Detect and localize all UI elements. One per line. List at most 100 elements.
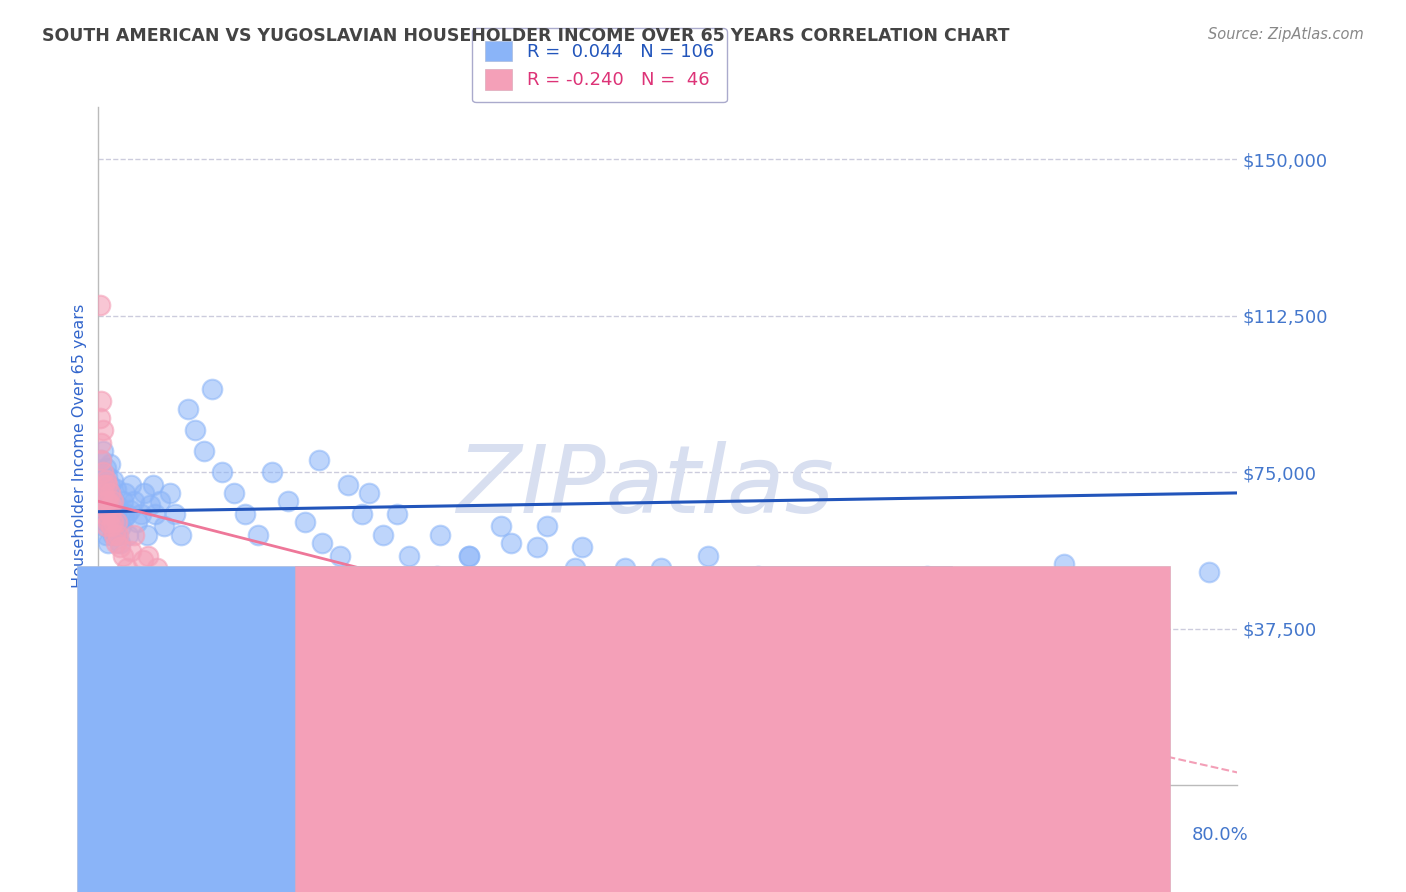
Point <box>146 561 169 575</box>
Point <box>110 519 132 533</box>
Point <box>91 423 114 437</box>
Point <box>90 394 112 409</box>
Point <box>696 549 718 563</box>
Point <box>336 477 359 491</box>
Point <box>429 527 451 541</box>
Point <box>108 507 131 521</box>
Point <box>91 465 114 479</box>
Point <box>120 477 142 491</box>
Point <box>90 452 112 467</box>
Point <box>145 507 167 521</box>
Point <box>100 486 122 500</box>
Point <box>90 435 112 450</box>
Text: Yugoslavians: Yugoslavians <box>755 837 862 855</box>
Point <box>115 561 138 575</box>
Point <box>1198 565 1220 579</box>
Point <box>129 507 152 521</box>
Point <box>184 423 207 437</box>
Point <box>132 486 155 500</box>
Text: Source: ZipAtlas.com: Source: ZipAtlas.com <box>1208 27 1364 42</box>
Point <box>747 569 769 583</box>
Point <box>170 527 193 541</box>
Point <box>89 507 111 521</box>
Point <box>571 540 593 554</box>
Point <box>246 527 269 541</box>
Point <box>329 549 352 563</box>
Point <box>94 474 117 488</box>
Point <box>101 502 124 516</box>
Point <box>193 444 215 458</box>
Point <box>94 519 117 533</box>
Point <box>117 527 139 541</box>
Point <box>93 477 115 491</box>
Point <box>915 569 938 583</box>
Point <box>108 540 131 554</box>
Point <box>165 507 187 521</box>
Point <box>91 486 114 500</box>
Point <box>101 474 124 488</box>
Point <box>98 486 121 500</box>
Point <box>96 515 118 529</box>
Point <box>294 515 316 529</box>
Point <box>1052 557 1074 571</box>
Point <box>557 582 579 596</box>
Point <box>269 673 291 688</box>
Point <box>97 494 120 508</box>
Point <box>188 611 211 625</box>
Point <box>350 507 373 521</box>
Point <box>650 561 672 575</box>
Point <box>100 519 122 533</box>
Point <box>664 578 686 592</box>
Point <box>564 561 586 575</box>
Point <box>177 402 200 417</box>
Point <box>90 494 112 508</box>
Point <box>96 490 118 504</box>
Point <box>100 499 122 513</box>
Point <box>91 465 114 479</box>
Point <box>90 477 112 491</box>
Point <box>93 494 115 508</box>
Point <box>153 519 176 533</box>
Point <box>112 511 135 525</box>
Point <box>311 536 333 550</box>
Point <box>501 536 523 550</box>
Point <box>94 507 117 521</box>
Point <box>98 499 121 513</box>
Text: SOUTH AMERICAN VS YUGOSLAVIAN HOUSEHOLDER INCOME OVER 65 YEARS CORRELATION CHART: SOUTH AMERICAN VS YUGOSLAVIAN HOUSEHOLDE… <box>42 27 1010 45</box>
Point <box>222 486 245 500</box>
Point <box>104 507 127 521</box>
Point <box>981 578 1004 592</box>
Point <box>93 507 115 521</box>
Text: 0.0%: 0.0% <box>87 826 132 844</box>
Point <box>211 465 233 479</box>
Point <box>107 527 129 541</box>
Point <box>131 552 153 566</box>
Point <box>115 507 138 521</box>
Point <box>222 653 245 667</box>
Point <box>93 474 115 488</box>
Point <box>97 511 120 525</box>
Point <box>297 686 319 700</box>
Point <box>125 515 148 529</box>
Point <box>426 569 449 583</box>
Point <box>165 578 187 592</box>
Point <box>101 515 124 529</box>
Point <box>243 661 266 675</box>
Point <box>262 465 284 479</box>
Point <box>101 527 124 541</box>
Point <box>94 486 117 500</box>
Legend: R =  0.044   N = 106, R = -0.240   N =  46: R = 0.044 N = 106, R = -0.240 N = 46 <box>472 28 727 103</box>
Point <box>114 486 136 500</box>
Point <box>103 527 125 541</box>
Point <box>204 632 226 646</box>
Point <box>398 549 420 563</box>
Point <box>357 486 380 500</box>
Point <box>96 477 118 491</box>
Point <box>104 482 127 496</box>
Point <box>108 536 131 550</box>
Point <box>91 486 114 500</box>
Point <box>457 549 479 563</box>
Point <box>107 515 129 529</box>
Point <box>97 482 120 496</box>
Point <box>100 507 122 521</box>
